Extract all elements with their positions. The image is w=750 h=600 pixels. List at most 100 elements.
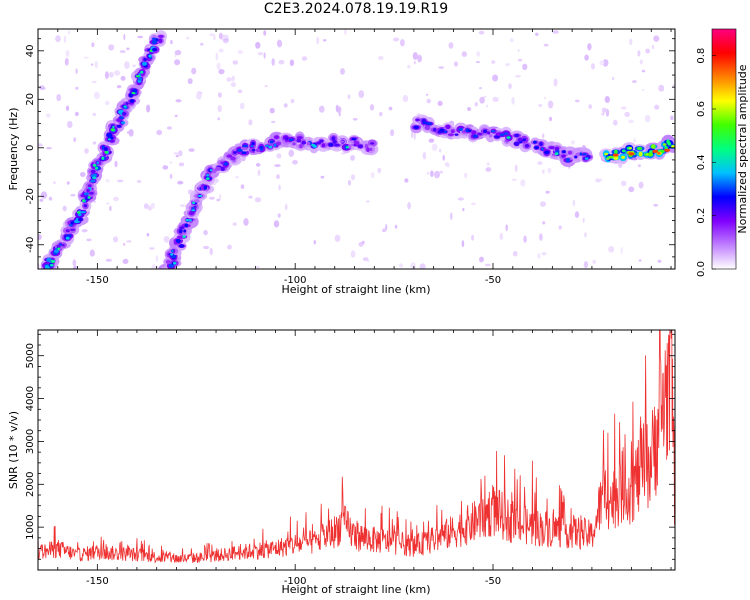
- heatmap-speckle: [602, 59, 609, 67]
- heatmap-speckle: [620, 247, 623, 255]
- heatmap-speckle: [235, 176, 239, 179]
- heatmap-speckle: [209, 196, 215, 200]
- heatmap-speckle: [146, 232, 150, 237]
- heatmap-speckle: [222, 34, 229, 38]
- heatmap-speckle: [231, 75, 235, 82]
- heatmap-speckle: [230, 82, 237, 88]
- heatmap-speckle: [137, 35, 143, 39]
- heatmap-speckle: [624, 112, 630, 117]
- heatmap-speckle: [543, 43, 549, 47]
- heatmap-blob: [289, 138, 294, 141]
- heatmap-blob: [437, 130, 442, 134]
- heatmap-speckle: [257, 169, 261, 176]
- heatmap-speckle: [239, 102, 245, 110]
- heatmap-speckle: [631, 80, 637, 84]
- heatmap-blob: [82, 199, 85, 203]
- heatmap-blob: [468, 129, 472, 132]
- heatmap-speckle: [641, 88, 645, 92]
- heatmap-speckle: [64, 57, 69, 66]
- heatmap-blob: [103, 146, 108, 152]
- heatmap-speckle: [514, 164, 518, 172]
- heatmap-blob: [191, 209, 196, 212]
- heatmap-speckle: [430, 170, 434, 177]
- heatmap-blob: [667, 141, 672, 146]
- heatmap-speckle: [592, 259, 597, 264]
- heatmap-blob: [140, 70, 144, 74]
- heatmap-blob: [582, 153, 587, 156]
- heatmap-blob: [211, 168, 217, 174]
- heatmap-speckle: [124, 61, 130, 69]
- heatmap-speckle: [588, 104, 593, 109]
- heatmap-speckle: [232, 222, 237, 226]
- heatmap-speckle: [587, 43, 592, 51]
- heatmap-speckle: [492, 96, 499, 102]
- heatmap-speckle: [203, 245, 210, 250]
- heatmap-speckle: [288, 149, 295, 157]
- heatmap-blob: [184, 223, 189, 228]
- heatmap-speckle: [591, 63, 595, 70]
- heatmap-speckle: [471, 234, 475, 241]
- heatmap-blob: [198, 194, 203, 198]
- heatmap-speckle: [113, 196, 119, 202]
- heatmap-speckle: [271, 120, 276, 123]
- spectrogram-ylabel: Frequency (Hz): [7, 108, 20, 191]
- heatmap-blob: [138, 77, 143, 81]
- heatmap-speckle: [572, 199, 576, 207]
- heatmap-speckle: [83, 56, 89, 59]
- heatmap-blob: [621, 155, 625, 159]
- heatmap-blob: [364, 143, 369, 149]
- snr-ytick-label: 4000: [25, 386, 36, 411]
- heatmap-speckle: [595, 178, 602, 183]
- heatmap-speckle: [639, 59, 643, 65]
- heatmap-speckle: [73, 137, 77, 143]
- heatmap-speckle: [422, 151, 427, 160]
- heatmap-blob: [70, 228, 75, 231]
- heatmap-blob: [369, 147, 373, 151]
- colorbar-tick-label: 0.4: [696, 154, 707, 170]
- heatmap-speckle: [217, 105, 222, 113]
- heatmap-blob: [562, 150, 566, 154]
- heatmap-speckle: [605, 108, 610, 117]
- heatmap-speckle: [584, 54, 589, 61]
- heatmap-speckle: [284, 203, 288, 211]
- page-title: C2E3.2024.078.19.19.R19: [263, 1, 449, 17]
- heatmap-speckle: [522, 63, 528, 70]
- heatmap-peak: [652, 149, 659, 154]
- heatmap-blob: [179, 226, 185, 230]
- heatmap-blob: [242, 144, 249, 148]
- heatmap-blob: [92, 173, 98, 177]
- heatmap-speckle: [542, 133, 545, 139]
- heatmap-speckle: [523, 235, 527, 243]
- heatmap-speckle: [174, 114, 178, 117]
- heatmap-speckle: [126, 240, 132, 243]
- heatmap-speckle: [638, 259, 642, 262]
- heatmap-speckle: [438, 66, 445, 69]
- heatmap-blob: [575, 152, 581, 157]
- heatmap-speckle: [582, 217, 585, 223]
- heatmap-speckle: [283, 103, 288, 108]
- heatmap-blob: [59, 243, 63, 246]
- heatmap-speckle: [407, 64, 411, 69]
- heatmap-blob: [259, 146, 264, 149]
- heatmap-speckle: [633, 137, 636, 143]
- heatmap-speckle: [645, 48, 651, 54]
- heatmap-speckle: [470, 202, 477, 205]
- heatmap-speckle: [538, 103, 543, 108]
- heatmap-blob: [339, 140, 345, 143]
- heatmap-speckle: [584, 232, 587, 238]
- heatmap-speckle: [232, 60, 239, 65]
- heatmap-speckle: [410, 262, 416, 269]
- heatmap-speckle: [426, 171, 430, 175]
- heatmap-speckle: [425, 93, 429, 96]
- heatmap-speckle: [461, 240, 465, 248]
- heatmap-speckle: [499, 233, 504, 240]
- heatmap-blob: [87, 184, 92, 188]
- heatmap-speckle: [40, 191, 48, 199]
- heatmap-blob: [215, 166, 222, 171]
- heatmap-speckle: [92, 141, 97, 145]
- heatmap-speckle: [628, 119, 634, 124]
- heatmap-speckle: [243, 218, 249, 226]
- heatmap-blob: [354, 141, 360, 146]
- heatmap-blob: [49, 263, 54, 267]
- heatmap-blob: [629, 147, 632, 150]
